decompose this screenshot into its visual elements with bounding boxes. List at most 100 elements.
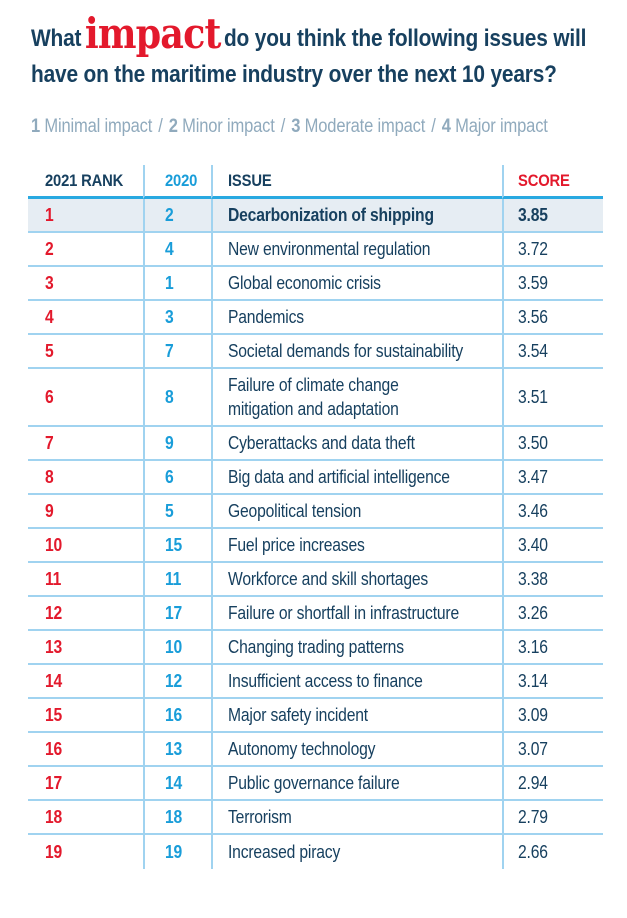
score-cell: 2.94 [502,767,603,801]
score-cell: 3.16 [502,631,603,665]
score-value: 2.66 [518,841,548,862]
rank-2020-value: 1 [165,272,174,293]
rank-2021-value: 16 [45,738,63,759]
rank-2021-value: 7 [45,432,54,453]
rank-2021-value: 11 [45,568,62,589]
issue-text: Public governance failure [228,773,400,793]
issue-cell: Terrorism [211,801,502,835]
rank-2021-value: 17 [45,772,63,793]
rank-2020-value: 19 [165,841,183,862]
rank-2020-cell: 4 [143,233,211,267]
title-highlight-word: impact [84,9,222,58]
rank-2020-cell: 17 [143,597,211,631]
rank-2020-cell: 3 [143,301,211,335]
score-cell: 3.47 [502,461,603,495]
score-value: 3.46 [518,500,548,521]
score-value: 3.38 [518,568,548,589]
issue-cell: Major safety incident [211,699,502,733]
rank-2021-value: 14 [45,670,63,691]
rank-2021-value: 1 [45,204,54,225]
title-line-1: Whatimpact do you think the following iss… [31,13,606,57]
score-value: 3.51 [518,386,548,407]
rank-2020-cell: 18 [143,801,211,835]
issue-cell: Failure or shortfall in infrastructure [211,597,502,631]
issue-text: Failure of climate change mitigation and… [228,375,399,419]
score-cell: 3.54 [502,335,603,369]
rank-2021-value: 10 [45,534,63,555]
issue-text: Pandemics [228,307,304,327]
rank-2021-cell: 17 [28,767,143,801]
rank-2020-value: 10 [165,636,183,657]
title-text-pre: What [31,25,82,52]
rank-2020-value: 11 [165,568,182,589]
rank-2020-value: 5 [165,500,174,521]
score-cell: 3.50 [502,427,603,461]
rank-2021-value: 8 [45,466,54,487]
issue-cell: Societal demands for sustainability [211,335,502,369]
rank-2020-value: 4 [165,238,174,259]
rank-2021-cell: 10 [28,529,143,563]
issue-text: Big data and artificial intelligence [228,467,450,487]
score-value: 2.79 [518,806,548,827]
rank-2020-cell: 10 [143,631,211,665]
issue-text: Global economic crisis [228,273,381,293]
score-cell: 3.56 [502,301,603,335]
legend-item-label: Moderate impact [304,116,426,137]
rank-2021-value: 13 [45,636,63,657]
header-rank-2021: 2021 RANK [28,165,143,199]
issue-text: Major safety incident [228,705,368,725]
header-rank-2021-label: 2021 RANK [45,170,124,190]
score-value: 3.47 [518,466,548,487]
legend-item-label: Minor impact [182,116,275,137]
score-value: 3.16 [518,636,548,657]
score-value: 3.72 [518,238,548,259]
rank-2020-cell: 6 [143,461,211,495]
rank-2021-value: 18 [45,806,63,827]
impact-scale-legend: 1 Minimal impact/2 Minor impact/3 Moderate … [31,116,606,138]
legend-item-num: 1 [31,116,41,137]
score-cell: 3.09 [502,699,603,733]
issue-text: Fuel price increases [228,535,365,555]
rank-2021-cell: 14 [28,665,143,699]
issue-cell: Cyberattacks and data theft [211,427,502,461]
header-rank-2020: 2020 [143,165,211,199]
rank-2021-cell: 2 [28,233,143,267]
rank-2020-value: 3 [165,306,174,327]
rank-2020-value: 15 [165,534,183,555]
issue-cell: New environmental regulation [211,233,502,267]
legend-separator: / [431,116,436,137]
rank-2020-cell: 5 [143,495,211,529]
issues-ranking-table: 2021 RANK 2020 ISSUE SCORE 1 2 Decarboni… [28,165,603,869]
score-cell: 3.14 [502,665,603,699]
rank-2021-cell: 6 [28,369,143,427]
score-cell: 3.85 [502,199,603,233]
issue-text: New environmental regulation [228,239,431,259]
score-value: 3.56 [518,306,548,327]
rank-2021-cell: 4 [28,301,143,335]
rank-2020-cell: 9 [143,427,211,461]
rank-2021-cell: 1 [28,199,143,233]
issue-cell: Public governance failure [211,767,502,801]
rank-2020-cell: 19 [143,835,211,869]
score-value: 3.54 [518,340,548,361]
rank-2021-cell: 5 [28,335,143,369]
score-cell: 3.72 [502,233,603,267]
score-cell: 3.26 [502,597,603,631]
rank-2020-cell: 2 [143,199,211,233]
score-cell: 3.38 [502,563,603,597]
score-value: 3.50 [518,432,548,453]
rank-2020-cell: 7 [143,335,211,369]
legend-separator: / [158,116,163,137]
issue-text: Changing trading patterns [228,637,404,657]
legend-item-label: Major impact [455,116,548,137]
rank-2020-cell: 16 [143,699,211,733]
rank-2021-cell: 12 [28,597,143,631]
rank-2020-cell: 12 [143,665,211,699]
score-cell: 3.07 [502,733,603,767]
rank-2020-cell: 8 [143,369,211,427]
rank-2021-value: 19 [45,841,63,862]
rank-2021-cell: 3 [28,267,143,301]
header-score: SCORE [502,165,603,199]
score-cell: 3.40 [502,529,603,563]
rank-2021-value: 5 [45,340,54,361]
